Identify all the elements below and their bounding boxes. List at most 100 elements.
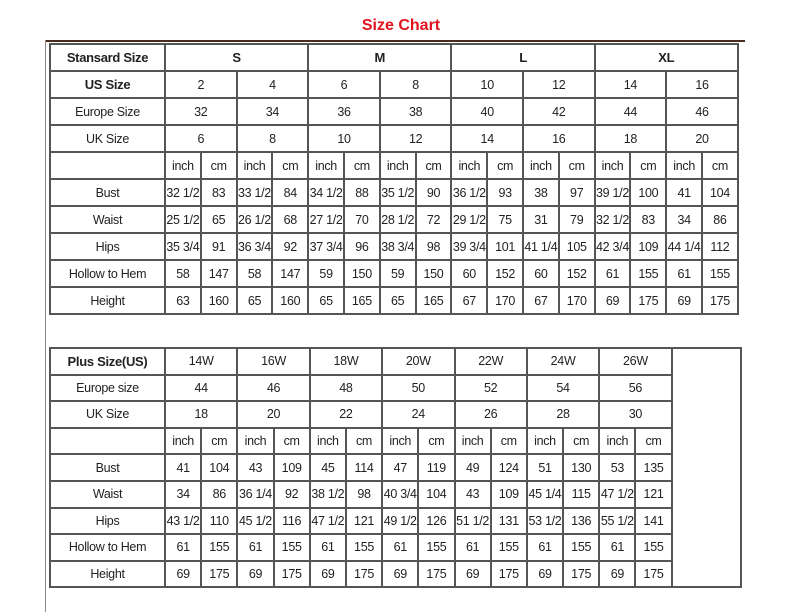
unit-header: cm <box>562 426 601 456</box>
table-cell: 109 <box>489 479 528 509</box>
table-cell: 51 <box>525 453 565 482</box>
table-cell: 29 1/2 <box>450 205 489 234</box>
table-cell: 67 <box>522 286 560 315</box>
table-cell: 100 <box>629 178 668 207</box>
table-cell: 59 <box>307 259 345 288</box>
table-cell: 175 <box>701 286 739 315</box>
size-group-header: 24W <box>525 347 601 376</box>
table-cell: 75 <box>486 205 524 234</box>
table-cell: 16 <box>665 70 739 99</box>
table-cell: 155 <box>272 533 311 562</box>
table-cell: 97 <box>557 178 596 207</box>
table-cell: 34 <box>665 205 704 234</box>
unit-header: inch <box>593 151 632 180</box>
table-cell: 72 <box>414 205 453 234</box>
table-cell: 4 <box>235 70 310 99</box>
table-cell: 30 <box>598 400 673 429</box>
measurement-row: Height 69 175 69 175 69 175 69 175 69 175 69 175 69 17… <box>49 559 741 589</box>
table-cell: 116 <box>272 506 311 536</box>
row-label: Hips <box>49 506 166 536</box>
unit-header: cm <box>486 151 524 180</box>
table-cell: 20 <box>236 400 311 429</box>
table-cell: 48 <box>308 373 384 403</box>
table-cell: 160 <box>199 286 238 315</box>
row-label: Europe size <box>49 373 166 403</box>
table-cell: 12 <box>378 124 453 153</box>
table-cell: 155 <box>629 259 668 288</box>
row-label: Height <box>49 559 166 589</box>
table-cell: 40 <box>450 97 524 126</box>
table-cell: 38 3/4 <box>378 232 417 261</box>
table-cell: 84 <box>271 178 310 207</box>
table-cell: 92 <box>272 479 311 509</box>
empty-cell <box>670 346 742 589</box>
table-cell: 61 <box>163 533 203 562</box>
table-cell: 42 <box>522 97 596 126</box>
table-cell: 36 <box>307 97 381 126</box>
unit-header: inch <box>598 426 637 456</box>
table-cell: 53 1/2 <box>525 506 565 536</box>
empty-cell <box>49 151 166 180</box>
unit-header: cm <box>272 426 311 456</box>
table-cell: 49 <box>453 453 492 482</box>
table-cell: 69 <box>665 286 704 315</box>
table-cell: 110 <box>200 506 239 536</box>
table-cell: 175 <box>634 559 673 589</box>
table-cell: 175 <box>629 286 668 315</box>
table-cell: 131 <box>489 506 528 536</box>
europe-size-row: Europe Size 32 34 36 38 40 42 44 46 <box>49 97 739 126</box>
table-cell: 61 <box>525 533 565 562</box>
table-cell: 96 <box>342 232 381 261</box>
size-group-header: 26W <box>598 347 673 376</box>
us-size-row: US Size 2 4 6 8 10 12 14 16 <box>49 70 739 99</box>
table-cell: 45 1/2 <box>236 506 275 536</box>
table-cell: 43 1/2 <box>163 506 203 536</box>
table-cell: 160 <box>271 286 310 315</box>
unit-header: cm <box>417 426 456 456</box>
table-cell: 10 <box>450 70 524 99</box>
table-cell: 79 <box>557 205 596 234</box>
unit-header: inch <box>235 151 274 180</box>
table-cell: 136 <box>562 506 601 536</box>
row-label: Bust <box>49 178 166 207</box>
table-cell: 32 1/2 <box>593 205 632 234</box>
row-label: Hollow to Hem <box>49 533 166 562</box>
table-cell: 35 3/4 <box>164 232 202 261</box>
table-cell: 51 1/2 <box>453 506 492 536</box>
table-cell: 170 <box>486 286 524 315</box>
table-cell: 37 3/4 <box>307 232 345 261</box>
table-cell: 155 <box>701 259 739 288</box>
table-cell: 31 <box>522 205 560 234</box>
table-cell: 141 <box>634 506 673 536</box>
row-label: Waist <box>49 205 166 234</box>
table-cell: 36 1/2 <box>450 178 489 207</box>
table-cell: 83 <box>199 178 238 207</box>
row-label: Europe Size <box>49 97 166 126</box>
table-cell: 65 <box>235 286 274 315</box>
table-cell: 86 <box>701 205 739 234</box>
unit-header: inch <box>236 426 275 456</box>
measurement-row: Bust 41 104 43 109 45 114 47 119 49 124 51 130 53 135 <box>49 453 741 482</box>
table-cell: 58 <box>164 259 202 288</box>
table-cell: 135 <box>634 453 673 482</box>
unit-header: inch <box>164 151 202 180</box>
table-cell: 6 <box>164 124 238 153</box>
row-label: UK Size <box>49 400 166 429</box>
table-cell: 60 <box>450 259 489 288</box>
table-cell: 90 <box>414 178 453 207</box>
table-cell: 175 <box>200 559 239 589</box>
table-cell: 69 <box>525 559 565 589</box>
table-cell: 175 <box>344 559 384 589</box>
table-cell: 91 <box>199 232 238 261</box>
table-cell: 53 <box>598 453 637 482</box>
table-cell: 56 <box>598 373 673 403</box>
table-cell: 61 <box>598 533 637 562</box>
table-cell: 39 3/4 <box>450 232 489 261</box>
table-cell: 44 <box>593 97 668 126</box>
table-cell: 150 <box>342 259 381 288</box>
europe-size-row: Europe size 44 46 48 50 52 54 56 <box>49 373 741 403</box>
table-cell: 40 3/4 <box>381 479 420 509</box>
table-cell: 68 <box>271 205 310 234</box>
table-cell: 41 <box>163 453 203 482</box>
table-cell: 49 1/2 <box>381 506 420 536</box>
